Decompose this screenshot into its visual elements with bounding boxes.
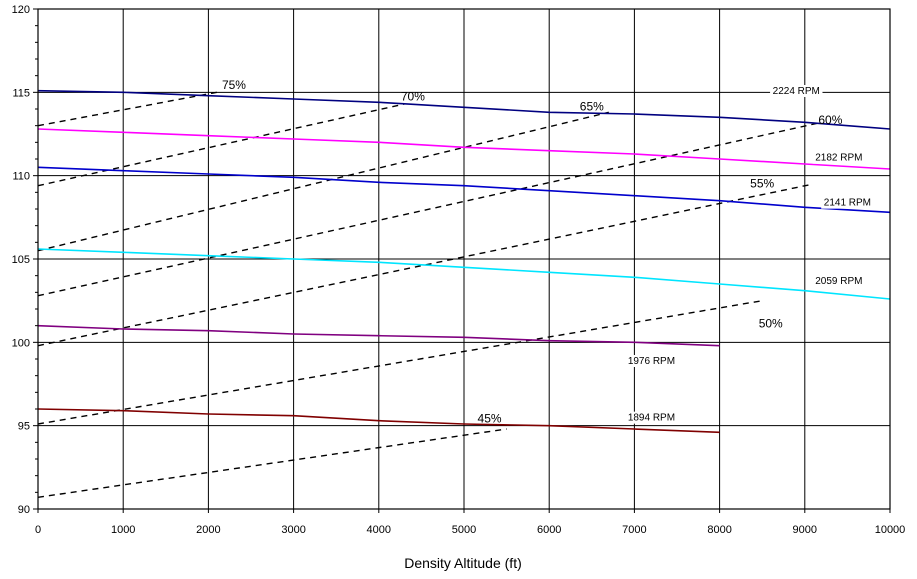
x-tick-label: 0 <box>35 524 41 536</box>
y-tick-label: 105 <box>12 254 30 266</box>
x-tick-label: 7000 <box>622 524 646 536</box>
x-tick-label: 10000 <box>875 524 906 536</box>
y-tick-label: 115 <box>12 87 30 99</box>
rpm-line-2182-rpm <box>37 128 891 170</box>
pct-label: 70% <box>401 90 425 104</box>
pct-label: 45% <box>478 411 502 425</box>
pct-label: 75% <box>222 78 246 92</box>
rpm-line-1976-rpm <box>37 324 720 347</box>
rpm-label: 2182 RPM <box>815 153 862 164</box>
x-tick-label: 5000 <box>452 524 476 536</box>
power-line-65pct <box>37 111 609 252</box>
x-axis-title: Density Altitude (ft) <box>404 555 522 571</box>
y-tick-label: 100 <box>12 337 30 349</box>
power-line-75pct <box>37 91 218 127</box>
x-tick-label: 3000 <box>281 524 305 536</box>
rpm-label-bg <box>812 275 866 287</box>
power-lines <box>37 91 822 498</box>
rpm-label-bg <box>770 85 823 97</box>
rpm-label: 2224 RPM <box>773 86 820 97</box>
rpm-label: 1894 RPM <box>628 413 675 424</box>
pct-label: 55% <box>750 176 774 190</box>
rpm-lines <box>37 89 891 434</box>
axes: 0 1000 2000 3000 4000 5000 6000 7000 8000 9000 100… <box>12 4 906 536</box>
rpm-label: 1976 RPM <box>628 356 675 367</box>
y-tick-label: 110 <box>12 171 30 183</box>
power-line-70pct <box>37 103 405 187</box>
power-line-45pct <box>37 428 507 498</box>
x-tick-label: 4000 <box>367 524 391 536</box>
rpm-line-2141-rpm <box>37 166 891 214</box>
pct-label: 65% <box>580 100 604 114</box>
power-line-60pct <box>37 121 822 297</box>
series-labels: 2224 RPM 2182 RPM 2141 RPM 2059 RPM 1976 RPM… <box>222 78 874 425</box>
rpm-line-2059-rpm <box>37 248 891 300</box>
y-tick-label: 95 <box>18 421 30 433</box>
power-line-50pct <box>37 300 763 425</box>
rpm-label-bg <box>812 151 866 164</box>
rpm-label: 2141 RPM <box>824 198 871 209</box>
x-tick-label: 8000 <box>707 524 731 536</box>
y-tick-label: 90 <box>18 504 30 516</box>
rpm-line-2224-rpm <box>37 89 891 130</box>
x-tick-label: 6000 <box>537 524 561 536</box>
rpm-label-bg <box>625 411 678 424</box>
rpm-label: 2059 RPM <box>815 276 862 287</box>
x-tick-label: 9000 <box>793 524 817 536</box>
rpm-label-bg <box>821 196 874 209</box>
pct-label: 50% <box>759 316 783 330</box>
x-tick-label: 2000 <box>196 524 220 536</box>
x-tick-label: 1000 <box>111 524 135 536</box>
y-tick-label: 120 <box>12 4 30 16</box>
rpm-line-1894-rpm <box>37 408 720 434</box>
rpm-label-bg <box>625 355 678 367</box>
pct-label: 60% <box>818 113 842 127</box>
